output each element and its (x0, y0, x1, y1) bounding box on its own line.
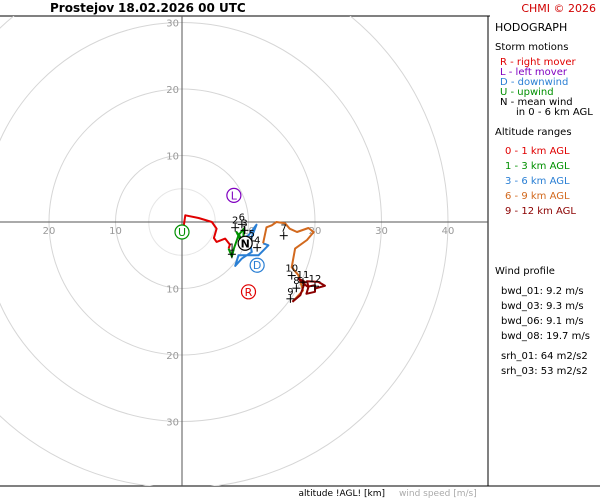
height-label: 5 (249, 229, 255, 240)
tick-label-left: 10 (109, 226, 122, 237)
tick-label-up: 20 (166, 85, 179, 96)
wind-profile-item: bwd_06: 9.1 m/s (501, 316, 584, 327)
storm-motion-item: D - downwind (500, 77, 568, 88)
storm-marker-letter: U (178, 226, 186, 239)
windspeed-unit-label: wind speed [m/s] (399, 489, 477, 499)
storm-marker-r (240, 284, 257, 300)
series-line-3 (234, 223, 270, 267)
altitude-ranges-title: Altitude ranges (495, 127, 572, 138)
wind-profile-list: bwd_01: 9.2 m/s bwd_03: 9.3 m/s bwd_06: 9.… (501, 286, 590, 342)
storm-motion-item: in 0 - 6 km AGL (516, 107, 593, 118)
copyright: CHMI © 2026 (521, 2, 596, 15)
storm-motions-title: Storm motions (495, 42, 568, 53)
tick-label-down: 10 (166, 285, 179, 296)
height-label: 1 (229, 242, 235, 253)
storm-marker-d (249, 257, 265, 273)
panel-title: HODOGRAPH (495, 21, 567, 34)
wind-profile-item: bwd_03: 9.3 m/s (501, 301, 584, 312)
tick-label-up: 10 (166, 152, 179, 163)
srh-item: srh_03: 53 m2/s2 (501, 366, 588, 377)
storm-marker-n (237, 235, 253, 251)
location-title: Prostejov (50, 1, 114, 15)
storm-marker-letter: D (253, 259, 261, 272)
series-line-4 (262, 221, 315, 303)
ring-tick-labels: 10 20 30 10 20 30 10 20 10 20 30 40 (43, 19, 455, 429)
storm-motion-item: N - mean wind (500, 97, 573, 108)
tick-label-down: 20 (166, 351, 179, 362)
altitude-range-item: 9 - 12 km AGL (505, 206, 576, 217)
wind-profile-item: bwd_08: 19.7 m/s (501, 331, 590, 342)
height-label: 8 (293, 276, 299, 287)
tick-label-right: 30 (375, 226, 388, 237)
storm-marker-letter: N (241, 237, 250, 250)
height-label: 2 (232, 216, 238, 227)
height-label: 7 (281, 224, 287, 235)
tick-label-up: 30 (166, 19, 179, 30)
altitude-ranges-legend: 0 - 1 km AGL 1 - 3 km AGL 3 - 6 km AGL 6 - … (505, 146, 576, 217)
height-label: 6 (239, 212, 245, 223)
altitude-range-item: 0 - 1 km AGL (505, 146, 570, 157)
height-label: 11 (297, 270, 310, 281)
tick-label-left: 20 (43, 226, 56, 237)
storm-motion-item: U - upwind (500, 87, 554, 98)
tick-label-right: 20 (309, 226, 322, 237)
tick-label-down: 30 (166, 418, 179, 429)
speed-ring (0, 16, 449, 486)
height-label: 10 (285, 264, 298, 275)
hodograph-series (182, 214, 326, 303)
axes (0, 16, 488, 486)
storm-marker-letter: L (231, 189, 238, 202)
storm-marker-letter: R (245, 286, 253, 299)
storm-marker-u (174, 224, 190, 240)
legend-panel: HODOGRAPH Storm motions R - right moverL… (495, 21, 593, 377)
height-label: 4 (254, 236, 260, 247)
wind-profile-item: bwd_01: 9.2 m/s (501, 286, 584, 297)
altitude-range-item: 1 - 3 km AGL (505, 161, 570, 172)
altitude-range-item: 6 - 9 km AGL (505, 191, 570, 202)
speed-rings (0, 16, 449, 486)
storm-motion-item: R - right mover (500, 57, 577, 68)
altitude-range-item: 3 - 6 km AGL (505, 176, 570, 187)
height-label: 3 (241, 218, 247, 229)
storm-markers: U L ND R (174, 187, 265, 300)
height-label: 12 (309, 274, 322, 285)
tick-label-right: 40 (442, 226, 455, 237)
srh-item: srh_01: 64 m2/s2 (501, 351, 588, 362)
storm-marker-l (226, 187, 242, 203)
series-line-5 (291, 277, 326, 303)
wind-profile-title: Wind profile (495, 266, 555, 277)
storm-motion-item: L - left mover (500, 67, 568, 78)
srh-list: srh_01: 64 m2/s2 srh_03: 53 m2/s2 (501, 351, 588, 377)
height-label: 9 (287, 287, 293, 298)
tick-label-right: 10 (242, 226, 255, 237)
altitude-unit-label: altitude !AGL! [km] (299, 489, 385, 499)
datetime-title: 18.02.2026 00 UTC (118, 1, 246, 15)
series-line-1 (182, 214, 231, 249)
